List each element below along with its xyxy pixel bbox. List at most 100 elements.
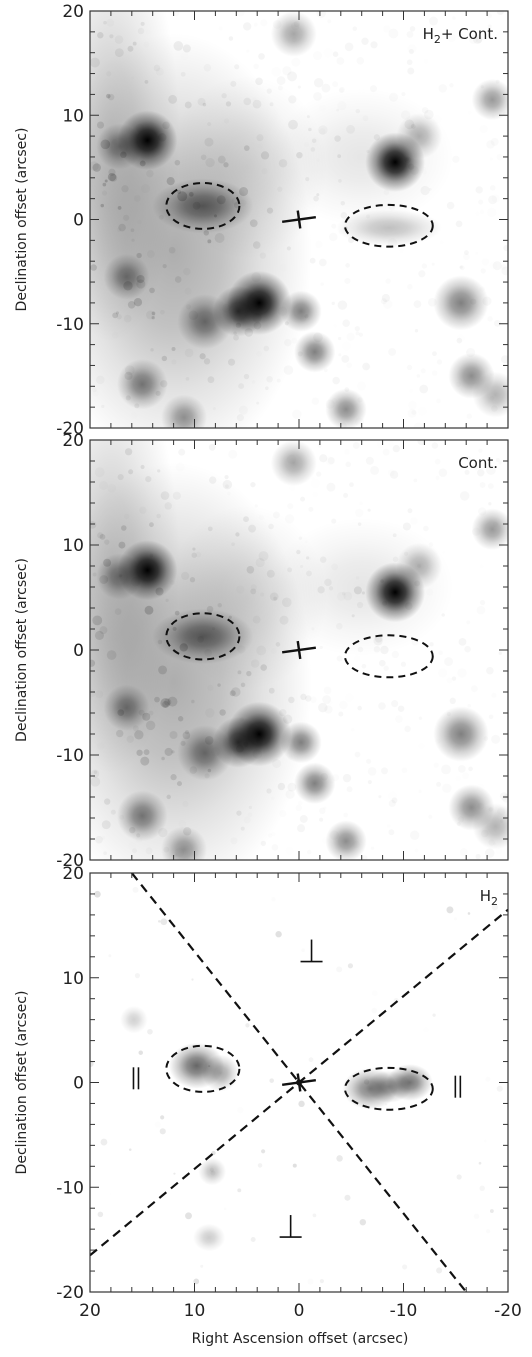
star (396, 542, 443, 590)
noise-speckle (118, 223, 126, 232)
noise-speckle (145, 310, 155, 320)
noise-speckle (149, 287, 155, 294)
noise-speckle (342, 319, 350, 327)
noise-speckle (307, 1278, 313, 1284)
noise-speckle (480, 600, 485, 605)
y-tick-label: 10 (62, 969, 84, 989)
noise-speckle (92, 615, 103, 626)
noise-speckle (237, 1188, 242, 1193)
noise-speckle (288, 95, 297, 104)
noise-speckle (269, 1078, 274, 1083)
noise-speckle (95, 467, 105, 477)
noise-speckle (140, 756, 150, 766)
noise-speckle (168, 94, 178, 104)
noise-speckle (260, 19, 267, 26)
noise-speckle (173, 41, 184, 51)
noise-speckle (338, 712, 343, 717)
noise-speckle (357, 522, 362, 526)
noise-speckle (353, 26, 358, 31)
h2-knot (365, 1070, 412, 1103)
noise-speckle (162, 700, 169, 708)
noise-speckle (306, 570, 312, 577)
noise-speckle (218, 26, 223, 31)
noise-speckle (207, 376, 215, 384)
noise-speckle (134, 730, 144, 740)
noise-speckle (407, 284, 413, 290)
noise-speckle (491, 194, 500, 203)
noise-speckle (338, 337, 341, 340)
noise-speckle (418, 406, 427, 415)
noise-speckle (200, 1265, 203, 1268)
noise-speckle (260, 593, 264, 597)
noise-speckle (374, 646, 381, 653)
noise-speckle (227, 492, 231, 496)
noise-speckle (112, 331, 119, 338)
y-tick-label: -20 (56, 419, 84, 439)
noise-speckle (355, 752, 361, 758)
star (177, 294, 233, 350)
noise-speckle (128, 469, 134, 475)
noise-speckle (339, 701, 348, 710)
noise-speckle (100, 203, 104, 208)
noise-speckle (256, 645, 266, 655)
noise-speckle (344, 278, 350, 284)
noise-speckle (407, 409, 416, 418)
noise-speckle (432, 442, 439, 449)
noise-speckle (368, 509, 371, 512)
noise-speckle (423, 59, 428, 64)
noise-speckle (449, 83, 453, 87)
noise-speckle (117, 206, 122, 210)
noise-speckle (395, 715, 403, 723)
noise-speckle (99, 481, 108, 490)
noise-speckle (88, 689, 96, 697)
source-cross-marker (281, 210, 317, 229)
noise-speckle (479, 125, 488, 134)
noise-speckle (486, 140, 495, 149)
noise-speckle (130, 412, 138, 420)
noise-speckle (459, 638, 467, 646)
noise-speckle (432, 370, 438, 376)
noise-speckle (147, 1028, 153, 1035)
noise-speckle (329, 233, 337, 241)
noise-speckle (224, 475, 229, 480)
noise-speckle (145, 475, 152, 483)
noise-speckle (275, 642, 281, 647)
noise-speckle (436, 398, 441, 403)
y-tick-label: 0 (73, 641, 84, 661)
noise-speckle (106, 650, 117, 660)
noise-speckle (316, 8, 326, 18)
noise-speckle (475, 854, 480, 859)
noise-speckle (138, 1050, 143, 1055)
noise-speckle (243, 373, 250, 380)
noise-speckle (319, 818, 323, 822)
noise-speckle (462, 772, 469, 779)
axis-ticks (89, 439, 509, 861)
noise-speckle (105, 950, 108, 953)
star (293, 331, 336, 373)
noise-speckle (279, 263, 288, 272)
noise-speckle (205, 157, 215, 168)
y-tick-label: 10 (62, 536, 84, 556)
noise-speckle (341, 355, 349, 363)
noise-speckle (370, 466, 379, 475)
noise-speckle (151, 311, 156, 316)
noise-speckle (401, 662, 406, 667)
noise-speckle (362, 664, 367, 669)
noise-speckle (236, 8, 244, 16)
noise-speckle (340, 200, 346, 206)
noise-speckle (333, 51, 339, 57)
noise-speckle (250, 1236, 256, 1243)
noise-speckle (359, 333, 363, 337)
noise-speckle (102, 182, 107, 187)
noise-speckle (271, 832, 276, 837)
noise-speckle (357, 381, 366, 390)
noise-speckle (204, 137, 214, 147)
noise-speckle (381, 767, 388, 774)
noise-speckle (124, 514, 130, 520)
star (116, 358, 168, 410)
noise-speckle (181, 72, 186, 77)
noise-speckle (382, 294, 390, 302)
noise-speckle (174, 159, 181, 166)
ellipse-knot (152, 608, 254, 665)
noise-speckle (441, 765, 451, 775)
